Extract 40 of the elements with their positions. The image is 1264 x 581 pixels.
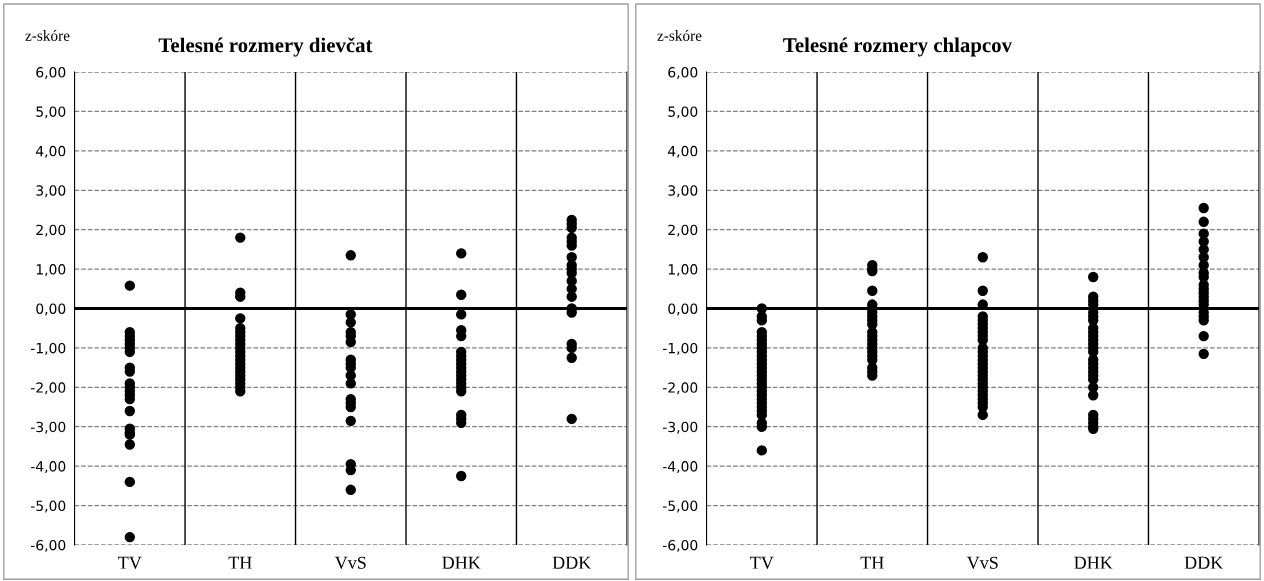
y-tick-label: -3,00 bbox=[30, 421, 66, 434]
y-tick-label: -5,00 bbox=[662, 500, 698, 513]
x-tick-label: DHK bbox=[442, 556, 481, 569]
y-tick-label: 5,00 bbox=[668, 106, 698, 119]
y-tick-label: 1,00 bbox=[36, 264, 66, 276]
chart-title: Telesné rozmery chlapcov bbox=[783, 37, 1013, 57]
y-tick-label: 4,00 bbox=[668, 145, 698, 158]
y-tick-label: 6,00 bbox=[668, 67, 698, 79]
y-axis-title: z-skóre bbox=[657, 30, 702, 41]
y-tick-label: 2,00 bbox=[668, 224, 698, 237]
x-tick-label: DHK bbox=[1074, 556, 1113, 569]
y-tick-label: -4,00 bbox=[662, 461, 698, 474]
y-tick-label: 2,00 bbox=[36, 224, 66, 237]
x-tick-label: TH bbox=[860, 556, 884, 569]
chart-title: Telesné rozmery dievčat bbox=[158, 37, 373, 57]
y-tick-label: -3,00 bbox=[662, 421, 698, 434]
x-tick-label: TV bbox=[118, 556, 142, 569]
x-tick-label: TH bbox=[228, 556, 252, 569]
y-tick-label: 5,00 bbox=[36, 106, 66, 119]
y-tick-label: -6,00 bbox=[662, 539, 698, 552]
y-tick-label: 4,00 bbox=[36, 145, 66, 158]
x-tick-label: VvS bbox=[334, 556, 366, 569]
x-tick-label: VvS bbox=[966, 556, 998, 569]
y-tick-label: -5,00 bbox=[30, 500, 66, 513]
x-tick-label: DDK bbox=[552, 556, 592, 569]
y-tick-label: 0,00 bbox=[668, 303, 698, 316]
y-tick-label: -6,00 bbox=[30, 539, 66, 552]
x-tick-label: TV bbox=[750, 556, 774, 569]
x-tick-label: DDK bbox=[1184, 556, 1224, 569]
y-tick-label: 1,00 bbox=[668, 264, 698, 276]
y-tick-label: 6,00 bbox=[36, 67, 66, 79]
y-tick-label: 3,00 bbox=[668, 185, 698, 198]
y-tick-label: -2,00 bbox=[662, 382, 698, 395]
y-tick-label: -1,00 bbox=[30, 342, 66, 355]
y-tick-label: -2,00 bbox=[30, 382, 66, 395]
y-axis-title: z-skóre bbox=[25, 30, 70, 41]
y-tick-label: -4,00 bbox=[30, 461, 66, 474]
y-tick-label: 0,00 bbox=[36, 303, 66, 316]
y-tick-label: 3,00 bbox=[36, 185, 66, 198]
y-tick-label: -1,00 bbox=[662, 342, 698, 355]
